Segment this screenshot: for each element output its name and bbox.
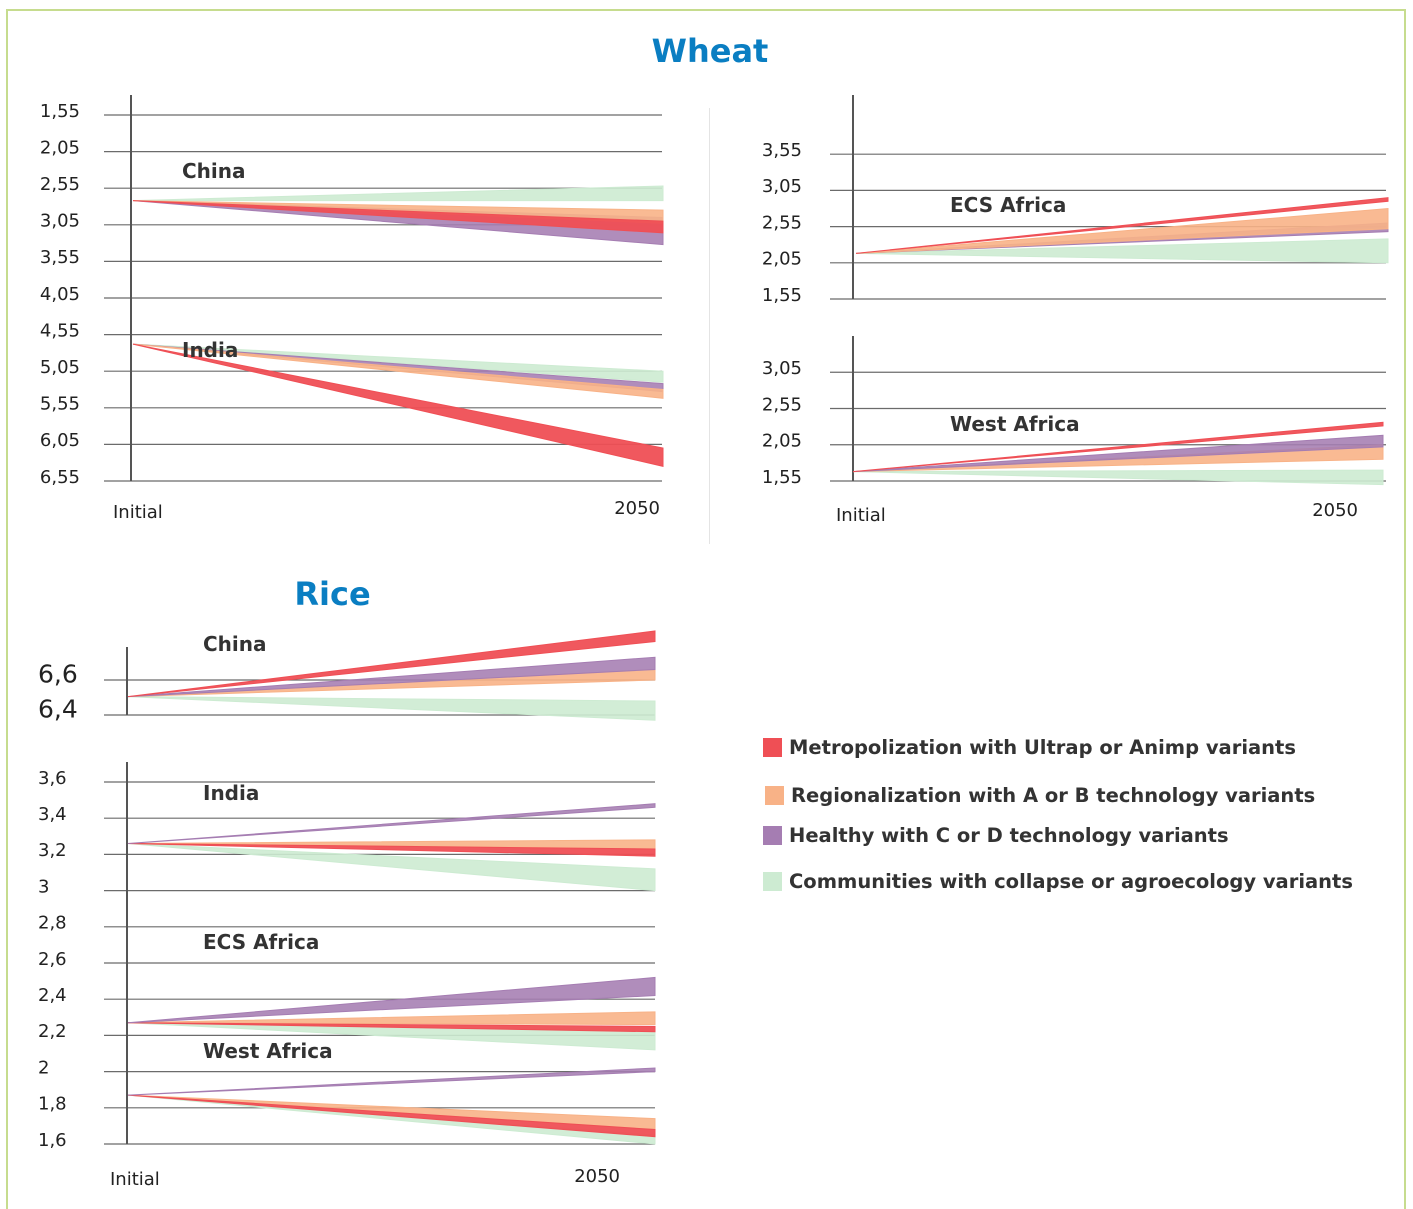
- region-label: West Africa: [203, 1039, 333, 1063]
- y-tick-label: 6,6: [38, 660, 78, 689]
- band-regionalization: [127, 1011, 656, 1026]
- y-tick-label: 4,55: [40, 320, 80, 341]
- band-regionalization: [132, 343, 664, 399]
- y-tick-label: 2,6: [38, 949, 67, 970]
- chart-3: 6,6 6,4 China: [38, 630, 656, 724]
- x-tick-label: 2050: [1312, 500, 1358, 521]
- y-tick-label: 6,4: [38, 695, 78, 724]
- legend-item-metropolization: Metropolization with Ultrap or Animp var…: [763, 732, 1296, 762]
- band-healthy: [127, 803, 656, 845]
- band-healthy: [852, 434, 1384, 473]
- y-tick-label: 3,4: [38, 804, 67, 825]
- region-label: China: [203, 632, 267, 656]
- band-communities: [127, 843, 656, 892]
- region-label: ECS Africa: [203, 930, 319, 954]
- y-tick-label: 3,05: [762, 176, 802, 197]
- legend-label: Communities with collapse or agroecology…: [789, 869, 1353, 893]
- panel-divider: [709, 108, 710, 544]
- y-tick-label: 2,55: [762, 394, 802, 415]
- band-metropolization: [132, 200, 664, 234]
- y-tick-label: 1,6: [38, 1130, 67, 1151]
- band-metropolization: [127, 630, 656, 698]
- x-tick-label: Initial: [113, 502, 163, 523]
- y-tick-label: 6,55: [40, 467, 80, 488]
- y-tick-label: 1,55: [762, 285, 802, 306]
- legend-swatch: [763, 871, 782, 891]
- legend-label: Healthy with C or D technology variants: [789, 823, 1229, 847]
- y-tick-label: 1,8: [38, 1094, 67, 1115]
- y-tick-label: 5,55: [40, 394, 80, 415]
- legend-swatch: [765, 785, 784, 805]
- x-tick-label: Initial: [836, 505, 886, 526]
- band-communities: [132, 185, 664, 202]
- rice-panel-title: Rice: [294, 575, 371, 613]
- band-metropolization: [852, 421, 1384, 473]
- band-metropolization: [855, 197, 1389, 254]
- y-tick-label: 4,05: [40, 284, 80, 305]
- y-tick-label: 3: [38, 876, 49, 897]
- chart-4: 3,6 3,4 3,2 3 2,8 2,6 2,4 2,2 2 1,8 1,6 India ECS Af…: [38, 762, 656, 1190]
- band-metropolization: [127, 1094, 656, 1138]
- y-tick-label: 2,05: [762, 249, 802, 270]
- band-metropolization: [127, 1022, 656, 1033]
- y-tick-label: 3,55: [40, 247, 80, 268]
- region-label: India: [203, 781, 259, 805]
- y-tick-label: 2,05: [40, 137, 80, 158]
- y-tick-label: 2,05: [762, 431, 802, 452]
- y-tick-label: 2,55: [40, 174, 80, 195]
- legend-label: Metropolization with Ultrap or Animp var…: [789, 735, 1296, 759]
- y-tick-label: 3,6: [38, 768, 67, 789]
- region-label: India: [182, 338, 238, 362]
- chart-2: 3,05 2,55 2,05 1,55 West Africa Initial 2050: [762, 336, 1386, 526]
- legend-item-regionalization: Regionalization with A or B technology v…: [765, 780, 1315, 810]
- y-tick-label: 3,05: [762, 358, 802, 379]
- y-tick-label: 6,05: [40, 430, 80, 451]
- figure-frame: [6, 9, 1406, 1209]
- y-tick-label: 3,05: [40, 211, 80, 232]
- legend-swatch: [763, 825, 782, 845]
- y-tick-label: 2,8: [38, 913, 67, 934]
- band-healthy: [127, 976, 656, 1024]
- band-healthy: [127, 1067, 656, 1096]
- legend-label: Regionalization with A or B technology v…: [791, 783, 1316, 807]
- legend-item-healthy: Healthy with C or D technology variants: [763, 820, 1229, 850]
- chart-0: 6,55 6,05 5,55 5,05 4,55 4,05 3,55 3,05 2,55 2,05…: [40, 95, 664, 523]
- band-metropolization: [132, 343, 664, 467]
- legend-swatch: [763, 737, 782, 757]
- region-label: West Africa: [950, 412, 1080, 436]
- band-communities: [852, 469, 1384, 486]
- y-tick-label: 1,55: [40, 101, 80, 122]
- legend-item-communities: Communities with collapse or agroecology…: [763, 866, 1353, 896]
- chart-1: 3,55 3,05 2,55 2,05 1,55 ECS Africa: [762, 95, 1389, 306]
- x-tick-label: Initial: [110, 1169, 160, 1190]
- band-communities: [127, 696, 656, 721]
- wheat-panel-title: Wheat: [651, 32, 769, 70]
- band-metropolization: [127, 843, 656, 857]
- band-regionalization: [855, 207, 1389, 254]
- y-tick-label: 2,4: [38, 985, 67, 1006]
- y-tick-label: 2,2: [38, 1021, 67, 1042]
- y-tick-label: 1,55: [762, 467, 802, 488]
- y-tick-label: 5,05: [40, 357, 80, 378]
- band-communities: [855, 238, 1389, 264]
- region-label: China: [182, 159, 246, 183]
- y-tick-label: 2,55: [762, 212, 802, 233]
- region-label: ECS Africa: [950, 193, 1066, 217]
- y-tick-label: 2: [38, 1057, 49, 1078]
- y-tick-label: 3,55: [762, 140, 802, 161]
- x-tick-label: 2050: [574, 1166, 620, 1187]
- y-tick-label: 3,2: [38, 840, 67, 861]
- x-tick-label: 2050: [614, 498, 660, 519]
- band-healthy: [127, 656, 656, 698]
